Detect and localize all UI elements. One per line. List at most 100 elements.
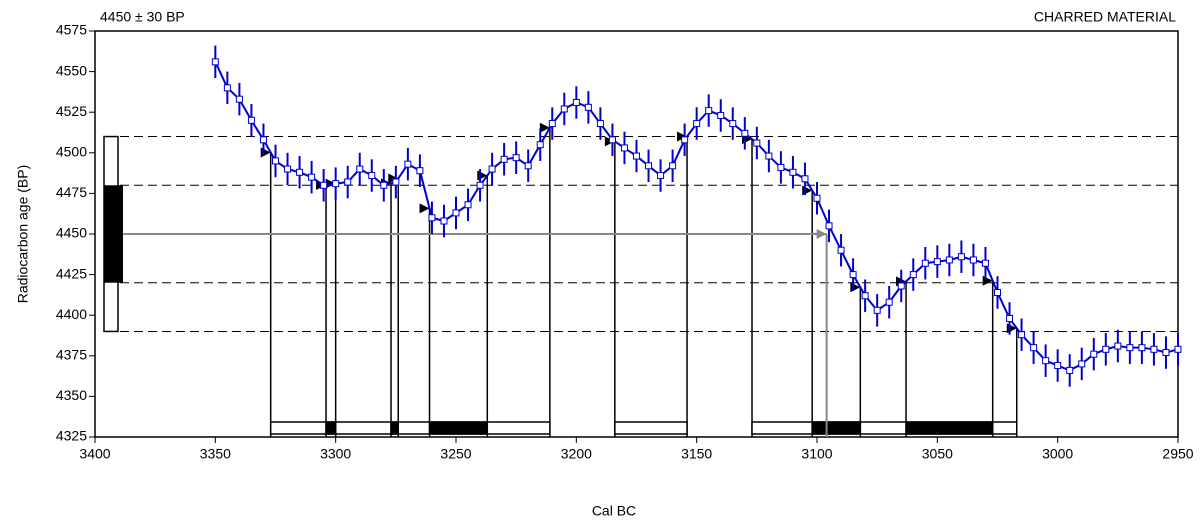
curve-point: [440, 217, 448, 225]
curve-point: [933, 258, 941, 266]
y-tick-label: 4550: [56, 62, 87, 78]
curve-point: [945, 256, 953, 264]
curve-point: [669, 162, 677, 170]
y-tick-label: 4375: [56, 347, 87, 363]
curve-point: [272, 157, 279, 165]
curve-point: [452, 209, 460, 217]
range-bar: [614, 421, 688, 435]
curve-point: [705, 107, 713, 115]
curve-point: [259, 136, 267, 144]
curve-point: [211, 58, 219, 66]
curve-point: [873, 306, 881, 314]
curve-point: [1078, 360, 1086, 368]
curve-point: [1090, 350, 1098, 358]
x-tick-label: 2950: [1162, 446, 1193, 462]
curve-point: [753, 139, 761, 147]
curve-point: [981, 259, 989, 267]
y-tick-label: 4400: [56, 306, 87, 322]
curve-point: [308, 173, 316, 181]
range-bar: [325, 421, 337, 435]
curve-point: [332, 180, 340, 188]
range-bar: [390, 421, 399, 435]
curve-point: [1114, 342, 1122, 350]
range-bar: [428, 421, 489, 435]
curve-point: [548, 120, 556, 128]
curve-point: [296, 168, 304, 176]
annotation-left: 4450 ± 30 BP: [100, 9, 185, 25]
curve-point: [777, 163, 785, 171]
curve-point: [849, 271, 857, 279]
curve-point: [344, 178, 352, 186]
curve-point: [909, 271, 917, 279]
curve-point: [596, 120, 604, 128]
curve-point: [729, 120, 737, 128]
curve-point: [247, 116, 255, 124]
curve-point: [957, 253, 965, 261]
curve-point: [741, 129, 749, 137]
curve-point: [1138, 344, 1146, 352]
curve-point: [813, 194, 821, 202]
curve-point: [1126, 344, 1134, 352]
x-tick-label: 3250: [440, 446, 471, 462]
curve-point: [801, 175, 809, 183]
curve-point: [633, 152, 640, 160]
curve-point: [488, 165, 496, 173]
y-axis-label: Radiocarbon age (BP): [15, 165, 31, 304]
curve-point: [284, 165, 292, 173]
range-bar: [811, 421, 862, 435]
curve-point: [235, 95, 243, 103]
curve-point: [223, 84, 231, 92]
curve-point: [1102, 345, 1110, 353]
y-tick-label: 4425: [56, 265, 87, 281]
y-tick-label: 4525: [56, 103, 87, 119]
x-tick-label: 3000: [1042, 446, 1073, 462]
curve-point: [1018, 331, 1026, 339]
curve-point: [536, 141, 544, 149]
curve-point: [608, 136, 616, 144]
curve-point: [825, 222, 833, 230]
curve-point: [428, 214, 436, 222]
curve-point: [837, 246, 845, 254]
annotation-right: CHARRED MATERIAL: [1034, 9, 1176, 25]
curve-point: [681, 136, 689, 144]
curve-point: [657, 172, 665, 180]
curve-point: [1006, 314, 1014, 322]
curve-point: [404, 160, 412, 168]
curve-point: [1030, 344, 1038, 352]
curve-point: [380, 181, 388, 189]
y-tick-label: 4500: [56, 144, 87, 160]
curve-point: [500, 155, 508, 163]
curve-point: [320, 181, 328, 189]
curve-point: [392, 178, 400, 186]
curve-point: [717, 111, 725, 119]
curve-point: [897, 282, 905, 290]
sigma1-box: [104, 185, 123, 283]
intercept-arrow: [816, 229, 827, 239]
curve-point: [416, 167, 424, 175]
range-bar: [905, 421, 994, 435]
curve-point: [765, 152, 773, 160]
curve-point: [994, 288, 1001, 296]
curve-point: [356, 165, 364, 173]
range-arrow: [388, 173, 399, 184]
curve-point: [560, 105, 568, 113]
curve-point: [1042, 357, 1050, 365]
x-axis-label: Cal BC: [592, 503, 636, 519]
curve-point: [464, 201, 472, 209]
curve-point: [368, 172, 376, 180]
curve-point: [584, 103, 592, 111]
curve-point: [1150, 345, 1158, 353]
range-arrow: [539, 122, 550, 133]
curve-point: [476, 181, 484, 189]
curve-point: [620, 144, 628, 152]
x-tick-label: 3150: [681, 446, 712, 462]
curve-point: [1162, 349, 1170, 357]
curve-point: [969, 256, 977, 264]
y-tick-label: 4350: [56, 387, 87, 403]
curve-point: [789, 168, 797, 176]
y-tick-label: 4450: [56, 225, 87, 241]
x-tick-label: 3400: [79, 446, 110, 462]
x-tick-label: 3200: [561, 446, 592, 462]
curve-point: [572, 98, 580, 106]
